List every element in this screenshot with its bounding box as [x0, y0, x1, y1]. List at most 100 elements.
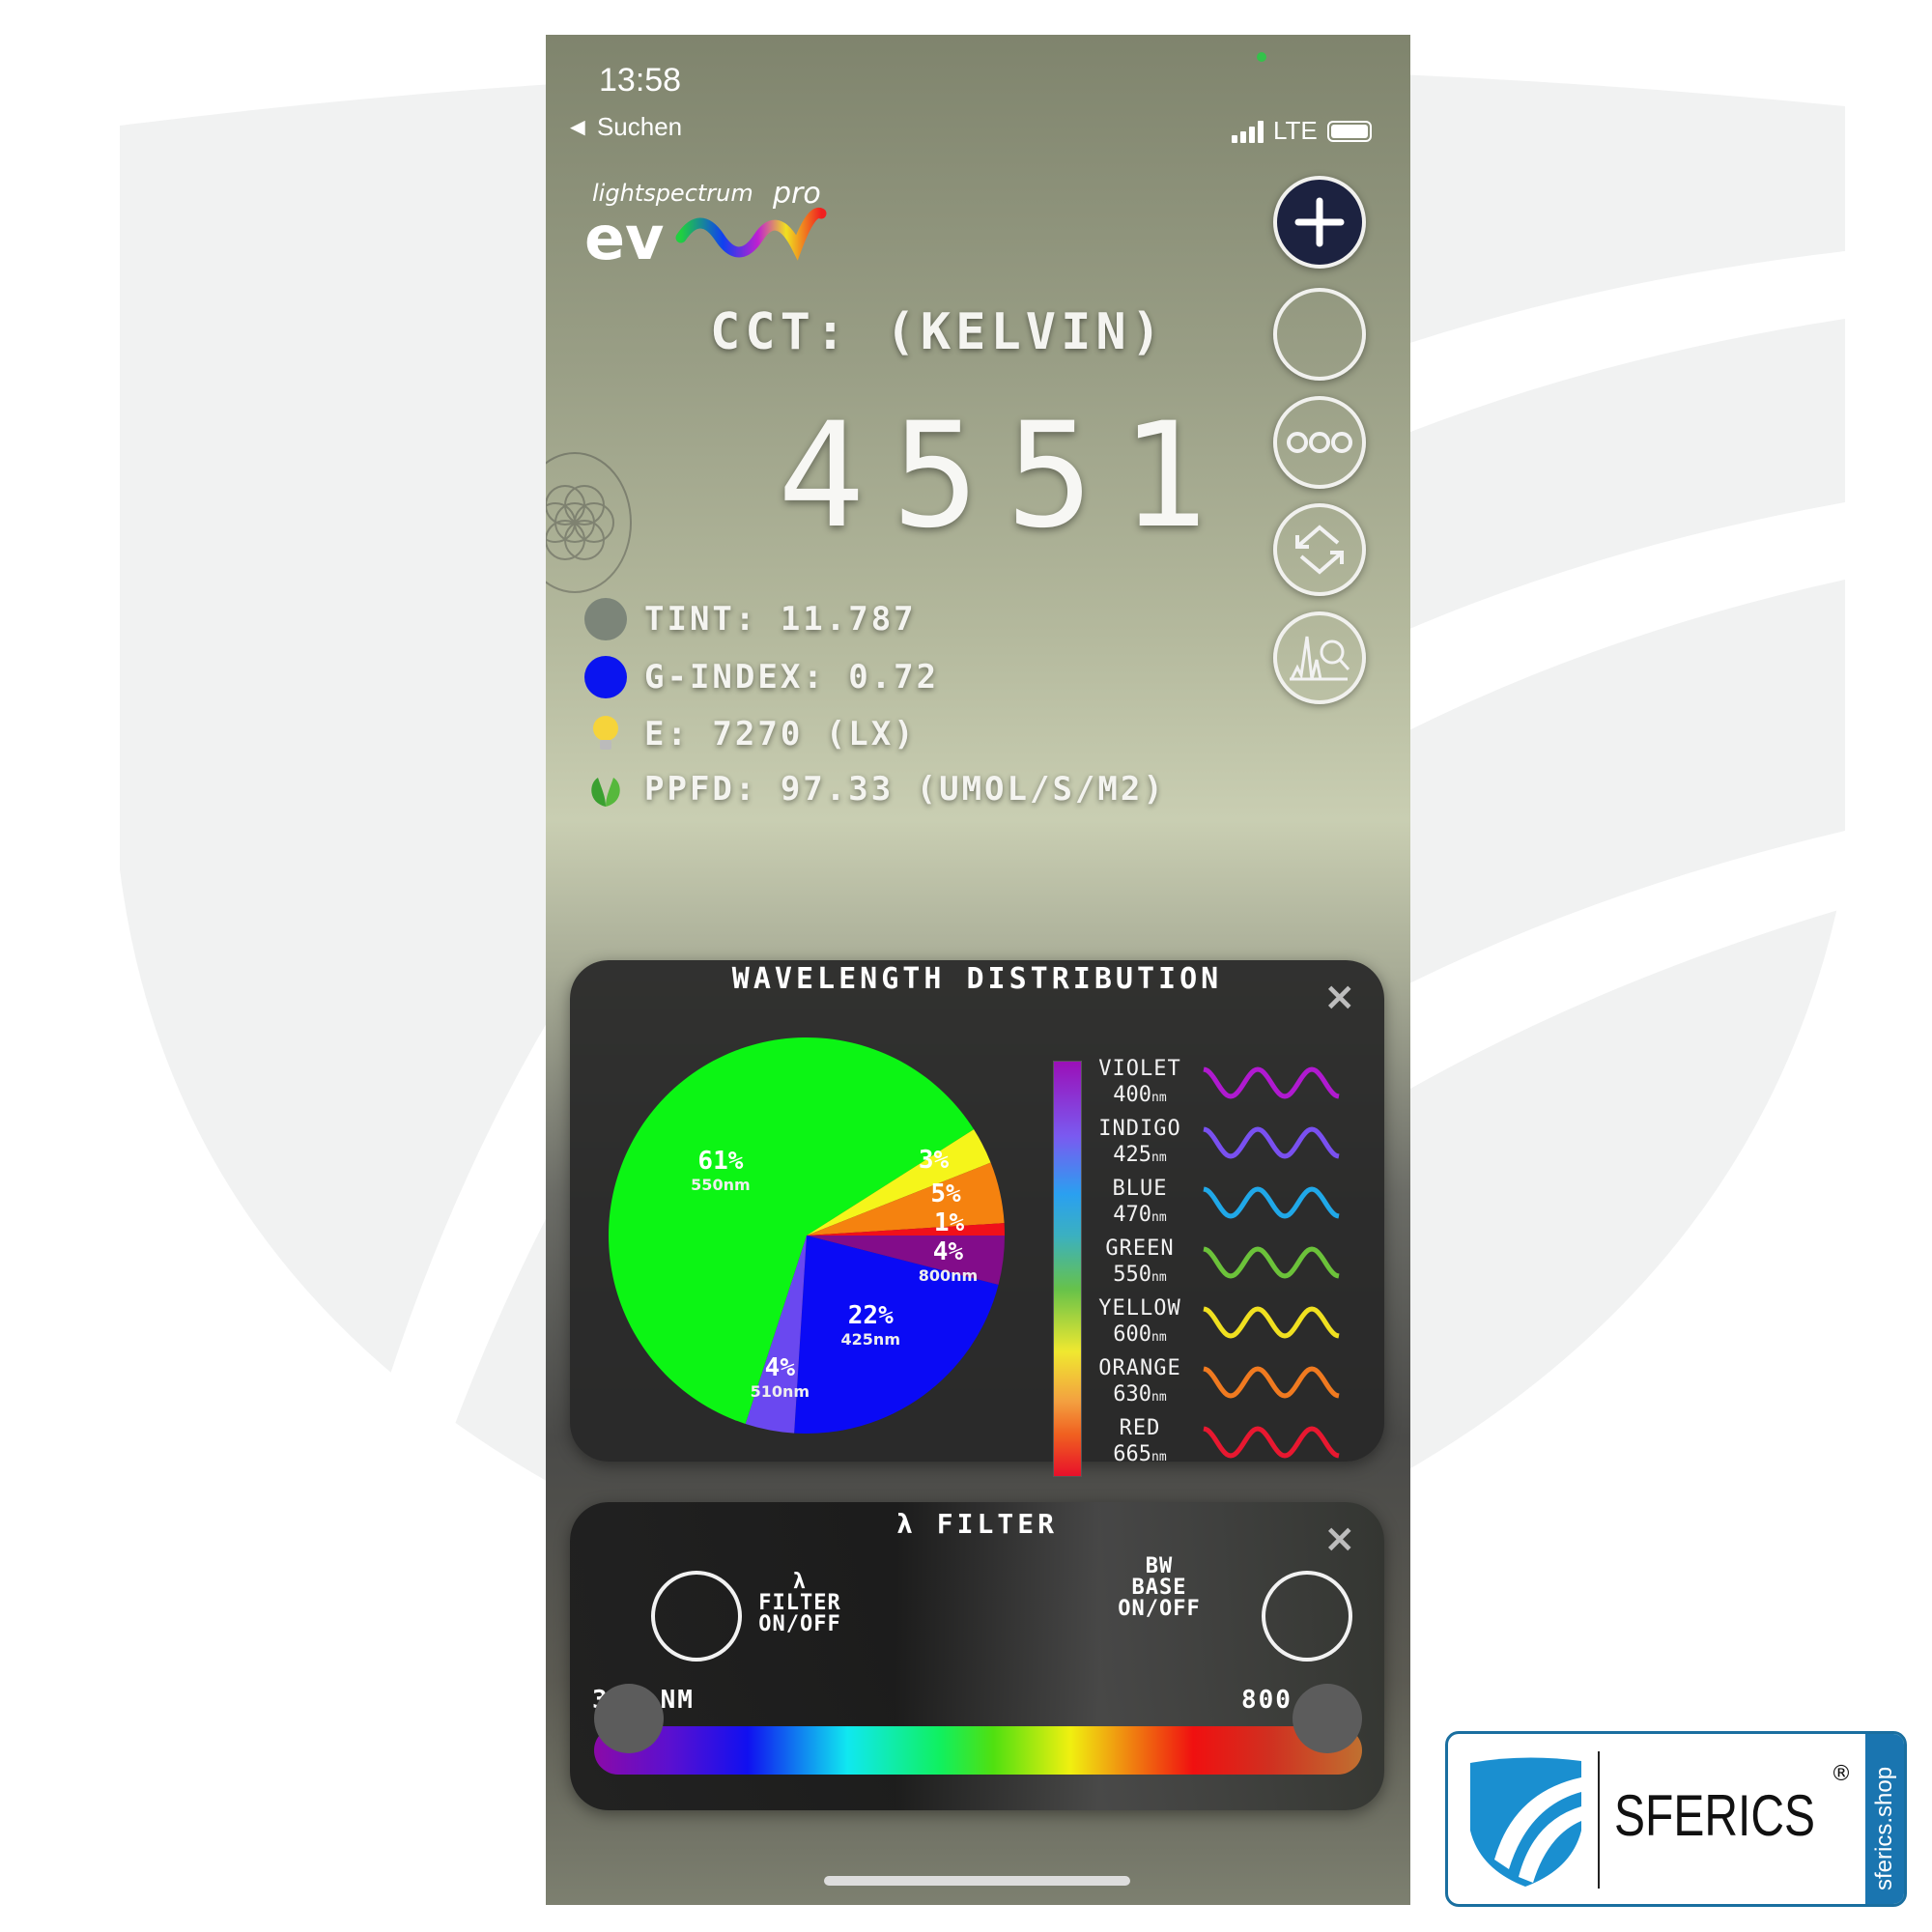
network-type: LTE	[1273, 116, 1318, 145]
metric-g-index: G-INDEX: 0.72	[584, 656, 939, 698]
back-to-search-link[interactable]: ◄ Suchen	[565, 112, 683, 141]
add-button[interactable]	[1273, 176, 1366, 269]
close-wavelength-panel-button[interactable]: ×	[1323, 975, 1356, 1019]
label-line: ON/OFF	[1118, 1597, 1201, 1621]
pie-percent-label: 4%	[765, 1353, 796, 1382]
legend-wavelength: 665nm	[1113, 1442, 1167, 1466]
legend-color-name: INDIGO	[1098, 1117, 1181, 1141]
sferics-shield-icon	[1470, 1757, 1581, 1887]
wave-icon	[1203, 1126, 1340, 1159]
svg-text:lightspectrum: lightspectrum	[592, 180, 753, 207]
filter-toggle[interactable]	[651, 1571, 742, 1662]
legend-wavelength: 550nm	[1113, 1263, 1167, 1287]
legend-color-name: RED	[1119, 1416, 1161, 1440]
flower-of-life-pattern	[546, 452, 632, 593]
bw-base-toggle[interactable]	[1262, 1571, 1352, 1662]
pie-slice	[807, 1162, 1005, 1236]
legend-spectrum-bar	[1053, 1061, 1082, 1477]
plus-icon	[1294, 197, 1345, 247]
legend-item-red: RED 665nm	[1082, 1416, 1198, 1466]
wavelength-distribution-panel: WAVELENGTH DISTRIBUTION × 4% 800nm 22% 425n…	[570, 960, 1384, 1477]
wave-icon	[1203, 1426, 1340, 1459]
status-time: 13:58	[599, 62, 682, 99]
g-index-value: G-INDEX: 0.72	[644, 658, 940, 696]
legend-item-green: GREEN 550nm	[1082, 1236, 1198, 1287]
battery-icon	[1326, 120, 1372, 142]
signal-icon	[1232, 120, 1264, 143]
filter-panel-title: λ FILTER	[896, 1508, 1058, 1540]
close-filter-panel-button[interactable]: ×	[1323, 1517, 1356, 1561]
pie-percent-label: 3%	[919, 1146, 950, 1175]
wave-icon	[1203, 1186, 1340, 1219]
rotate-button[interactable]	[1273, 503, 1366, 596]
pie-slice	[807, 1236, 1005, 1285]
min-wavelength-handle[interactable]	[594, 1684, 664, 1753]
home-indicator[interactable]	[824, 1876, 1130, 1886]
brand-name: SFERICS	[1614, 1783, 1816, 1848]
svg-text:pro: pro	[772, 177, 821, 211]
grey-dot-icon	[584, 598, 627, 640]
legend-color-name: VIOLET	[1098, 1057, 1181, 1081]
wave-icon	[1203, 1246, 1340, 1279]
wavelength-panel-title: WAVELENGTH DISTRIBUTION	[731, 962, 1223, 996]
blue-dot-icon	[584, 656, 627, 698]
bw-base-toggle-label: BW BASE ON/OFF	[1106, 1556, 1212, 1620]
pie-nm-label: 800nm	[919, 1266, 978, 1285]
ppfd-value: PPFD: 97.33 (UMOL/S/M2)	[644, 770, 1166, 809]
pie-slice	[609, 1037, 975, 1424]
sferics-brand-logo: SFERICS ® sferics.shop	[1445, 1731, 1907, 1907]
pie-percent-label: 1%	[934, 1208, 965, 1237]
legend-item-blue: BLUE 470nm	[1082, 1177, 1198, 1227]
tint-value: TINT: 11.787	[644, 600, 917, 639]
legend-color-name: GREEN	[1105, 1236, 1175, 1261]
label-line: ON/OFF	[758, 1612, 841, 1636]
lightbulb-icon	[593, 716, 618, 750]
brand-domain-strip: sferics.shop	[1865, 1734, 1904, 1904]
pie-slice	[745, 1236, 807, 1434]
legend-color-name: BLUE	[1112, 1177, 1168, 1201]
label-line: BASE	[1131, 1576, 1187, 1600]
metric-illuminance: E: 7270 (LX)	[584, 713, 917, 755]
wave-icon	[1203, 1366, 1340, 1399]
privacy-indicator-dot	[1257, 52, 1266, 62]
pie-slice	[807, 1223, 1005, 1236]
pie-percent-label: 4%	[933, 1237, 964, 1266]
cct-value: 4551	[778, 392, 1236, 560]
pie-percent-label: 22%	[848, 1301, 894, 1330]
legend-item-indigo: INDIGO 425nm	[1082, 1117, 1198, 1167]
more-button[interactable]	[1273, 396, 1366, 489]
max-wavelength-handle[interactable]	[1293, 1684, 1362, 1753]
cct-label: CCT: (KELVIN)	[710, 303, 1166, 361]
spectrum-magnifier-icon	[1290, 636, 1350, 681]
legend-wavelength: 470nm	[1113, 1203, 1167, 1227]
legend-item-orange: ORANGE 630nm	[1082, 1356, 1198, 1406]
label-line: λ	[792, 1570, 808, 1594]
legend-color-name: YELLOW	[1098, 1296, 1181, 1321]
pie-slice	[807, 1129, 991, 1236]
pie-percent-label: 5%	[930, 1179, 961, 1208]
filter-toggle-label: λ FILTER ON/OFF	[752, 1572, 848, 1635]
record-button[interactable]	[1273, 288, 1366, 381]
pie-nm-label: 510nm	[751, 1382, 810, 1401]
leaf-icon	[591, 778, 620, 807]
pie-nm-label: 425nm	[841, 1330, 900, 1349]
status-icons: LTE	[1232, 116, 1372, 146]
spectrum-analysis-button[interactable]	[1273, 611, 1366, 704]
illuminance-value: E: 7270 (LX)	[644, 715, 917, 753]
wave-icon	[1203, 1066, 1340, 1099]
wavelength-range-slider[interactable]	[594, 1726, 1362, 1775]
legend-item-violet: VIOLET 400nm	[1082, 1057, 1198, 1107]
metric-tint: TINT: 11.787	[584, 598, 917, 640]
lambda-filter-panel: λ FILTER × λ FILTER ON/OFF BW BASE ON/OF…	[570, 1502, 1384, 1810]
legend-wavelength: 600nm	[1113, 1322, 1167, 1347]
app-logo: lightspectrum pro ev	[584, 177, 827, 273]
legend-wavelength: 425nm	[1113, 1143, 1167, 1167]
logo-divider	[1598, 1751, 1600, 1889]
legend-color-name: ORANGE	[1098, 1356, 1181, 1380]
metric-ppfd: PPFD: 97.33 (UMOL/S/M2)	[584, 768, 1166, 810]
legend-item-yellow: YELLOW 600nm	[1082, 1296, 1198, 1347]
wave-icon	[1203, 1306, 1340, 1339]
phone-screen: 13:58 ◄ Suchen LTE lightspectrum pro ev …	[546, 35, 1410, 1905]
brand-domain: sferics.shop	[1871, 1766, 1897, 1890]
